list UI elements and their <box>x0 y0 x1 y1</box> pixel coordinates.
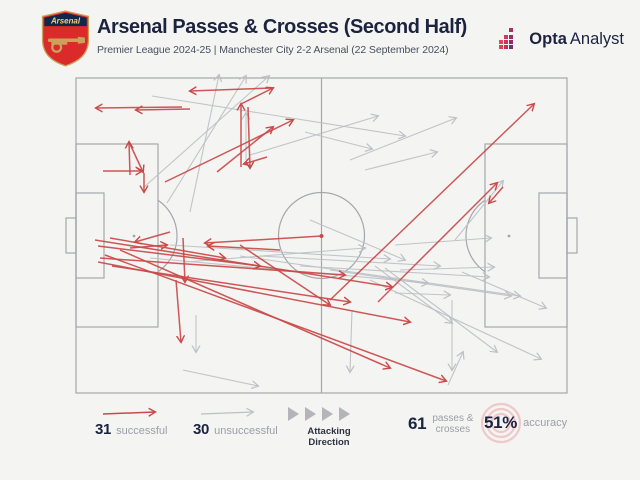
page-title: Arsenal Passes & Crosses (Second Half) <box>97 15 467 38</box>
pitch-area <box>0 70 640 410</box>
pitch-svg <box>65 70 578 394</box>
arsenal-crest-logo: Arsenal <box>41 10 90 67</box>
attacking-direction-label: Attacking Direction <box>307 426 351 448</box>
accuracy-rings-icon <box>480 402 522 444</box>
legend-successful: 31 successful <box>95 407 167 438</box>
pitch-markings <box>65 77 578 394</box>
brand-wordmark: Opta Analyst <box>529 30 624 49</box>
pass-arrows-unsuccessful <box>142 75 546 386</box>
unsuccessful-arrow-icon <box>200 407 263 419</box>
unsuccessful-count: 30 <box>193 421 210 438</box>
accuracy-value: 51% <box>484 413 518 432</box>
brand-analyst: Analyst <box>569 30 624 48</box>
accuracy-label: accuracy <box>523 417 568 429</box>
successful-arrow-icon <box>102 407 165 419</box>
opta-bars-icon <box>499 28 514 49</box>
header: Arsenal Arsenal Passes & Crosses (Second… <box>0 0 640 70</box>
crest-cannon-icon <box>47 36 85 53</box>
total-count: 61 <box>408 414 427 433</box>
legend: 31 successful 30 unsuccessful Attacking … <box>0 402 640 453</box>
brand-opta: Opta <box>529 30 567 48</box>
opta-analyst-logo: Opta Analyst <box>499 28 624 51</box>
total-label: passes & crosses <box>432 413 474 435</box>
legend-total: 61 passes & crosses <box>408 413 473 435</box>
attacking-direction-chevrons-icon <box>288 405 370 423</box>
unsuccessful-label: unsuccessful <box>214 425 278 437</box>
successful-label: successful <box>116 425 168 437</box>
legend-attacking-direction: Attacking Direction <box>288 405 370 448</box>
legend-accuracy: 51% accuracy <box>480 402 640 444</box>
page-subtitle: Premier League 2024-25 | Manchester City… <box>97 44 449 56</box>
legend-unsuccessful: 30 unsuccessful <box>193 407 278 438</box>
successful-count: 31 <box>95 421 112 438</box>
crest-text: Arsenal <box>50 16 81 25</box>
pass-arrows-successful <box>95 88 534 381</box>
